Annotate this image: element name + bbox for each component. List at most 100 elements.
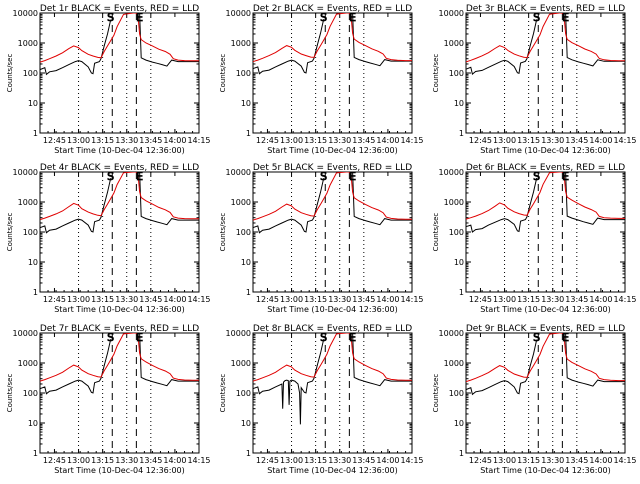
x-tick-label: 13:15 — [517, 136, 540, 145]
y-tick-label: 1 — [33, 129, 38, 138]
x-tick-label: 13:30 — [328, 136, 351, 145]
x-tick-label: 13:30 — [541, 136, 564, 145]
y-tick-label: 10 — [454, 419, 464, 428]
y-tick-label: 1000 — [231, 39, 251, 48]
x-tick-label: 14:00 — [376, 295, 399, 304]
x-tick-label: 13:15 — [304, 456, 327, 465]
x-tick-label: 13:30 — [115, 456, 138, 465]
x-tick-label: 13:45 — [565, 456, 588, 465]
x-tick-label: 14:15 — [613, 456, 636, 465]
y-tick-label: 10000 — [13, 168, 38, 177]
y-axis-label: Counts/sec — [6, 54, 14, 93]
end-marker: E — [349, 170, 356, 183]
end-marker: E — [562, 331, 569, 344]
x-tick-label: 13:00 — [67, 136, 90, 145]
events-series-line — [139, 13, 199, 67]
y-axis-label: Counts/sec — [432, 54, 440, 93]
y-tick-label: 10000 — [226, 9, 251, 18]
y-axis-label: Counts/sec — [219, 54, 227, 93]
y-tick-label: 10 — [241, 419, 251, 428]
x-tick-label: 14:00 — [589, 136, 612, 145]
x-tick-label: 13:00 — [280, 456, 303, 465]
x-tick-label: 13:15 — [304, 136, 327, 145]
lld-series-line — [253, 13, 412, 63]
y-tick-label: 1000 — [231, 198, 251, 207]
x-tick-label: 14:00 — [589, 295, 612, 304]
plot-frame — [39, 332, 200, 454]
x-tick-label: 14:15 — [613, 136, 636, 145]
start-marker: S — [320, 331, 327, 344]
y-tick-label: 1 — [459, 449, 464, 458]
x-tick-label: 13:00 — [493, 295, 516, 304]
events-series-line — [466, 177, 538, 233]
plot-title: Det 8r BLACK = Events, RED = LLD — [253, 324, 412, 334]
plot-title: Det 2r BLACK = Events, RED = LLD — [253, 4, 412, 14]
x-tick-label: 13:00 — [67, 456, 90, 465]
plot-title: Det 9r BLACK = Events, RED = LLD — [466, 324, 625, 334]
x-tick-label: 13:00 — [67, 295, 90, 304]
y-tick-label: 10 — [241, 99, 251, 108]
plot-title: Det 5r BLACK = Events, RED = LLD — [253, 163, 412, 173]
y-axis-label: Counts/sec — [219, 374, 227, 413]
lld-series-line — [253, 333, 412, 382]
x-tick-label: 14:15 — [187, 136, 210, 145]
y-tick-label: 10 — [454, 99, 464, 108]
x-tick-label: 12:45 — [469, 295, 492, 304]
plot-frame — [252, 12, 413, 134]
x-tick-label: 13:45 — [139, 295, 162, 304]
x-axis-label: Start Time (10-Dec-04 12:36:00) — [480, 466, 611, 475]
x-axis-label: Start Time (10-Dec-04 12:36:00) — [480, 146, 611, 155]
events-series-line — [352, 333, 412, 387]
x-tick-label: 13:00 — [493, 456, 516, 465]
x-tick-label: 12:45 — [256, 295, 279, 304]
events-series-line — [40, 339, 112, 395]
x-tick-label: 13:15 — [304, 295, 327, 304]
y-tick-label: 100 — [236, 389, 251, 398]
plot-frame — [39, 171, 200, 293]
x-tick-label: 13:15 — [517, 295, 540, 304]
start-marker: S — [107, 11, 114, 24]
y-tick-label: 1 — [33, 449, 38, 458]
x-tick-label: 13:00 — [493, 136, 516, 145]
events-series-line — [565, 172, 625, 225]
lld-series-line — [40, 13, 199, 63]
y-tick-label: 1 — [33, 288, 38, 297]
y-tick-label: 1 — [459, 129, 464, 138]
x-tick-label: 14:15 — [187, 456, 210, 465]
x-tick-label: 12:45 — [469, 136, 492, 145]
detector-plot-8: 12:45 13:00 13:15 13:30 13:45 14:00 14:15 1 10 10… — [219, 324, 424, 475]
detector-plot-6: 12:45 13:00 13:15 13:30 13:45 14:00 14:15 1 10 10… — [432, 163, 637, 314]
y-axis-label: Counts/sec — [219, 213, 227, 252]
lld-series-line — [40, 172, 199, 221]
x-tick-label: 14:00 — [163, 295, 186, 304]
x-tick-label: 13:15 — [91, 456, 114, 465]
start-marker: S — [533, 331, 540, 344]
x-tick-label: 13:45 — [139, 136, 162, 145]
x-tick-label: 14:00 — [376, 456, 399, 465]
x-tick-label: 13:30 — [541, 456, 564, 465]
y-tick-label: 10 — [454, 258, 464, 267]
events-series-line — [139, 333, 199, 387]
x-tick-label: 13:15 — [91, 136, 114, 145]
events-series-line — [352, 172, 412, 226]
x-tick-label: 12:45 — [469, 456, 492, 465]
plot-frame — [39, 12, 200, 134]
events-series-line — [253, 178, 325, 234]
x-tick-label: 14:00 — [589, 456, 612, 465]
x-axis-label: Start Time (10-Dec-04 12:36:00) — [267, 305, 398, 314]
events-series-line — [253, 19, 325, 75]
y-axis-label: Counts/sec — [432, 213, 440, 252]
x-tick-label: 14:00 — [163, 456, 186, 465]
x-tick-label: 13:45 — [139, 456, 162, 465]
y-tick-label: 10 — [28, 99, 38, 108]
y-tick-label: 10 — [241, 258, 251, 267]
lld-series-line — [466, 13, 625, 63]
x-tick-label: 14:15 — [400, 295, 423, 304]
y-tick-label: 1000 — [18, 359, 38, 368]
start-marker: S — [320, 11, 327, 24]
x-tick-label: 14:00 — [376, 136, 399, 145]
x-tick-label: 13:30 — [328, 295, 351, 304]
events-series-line — [565, 333, 625, 387]
